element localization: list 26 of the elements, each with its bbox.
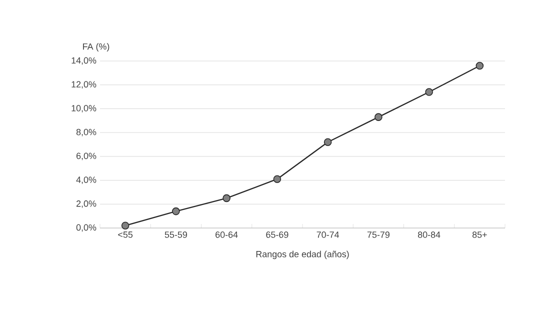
y-tick-label: 0,0% — [76, 224, 96, 232]
y-tick-label: 8,0% — [76, 128, 96, 136]
point — [273, 175, 282, 183]
x-tick-label: 85+ — [472, 232, 487, 238]
point — [374, 113, 382, 121]
x-tick-label: 55-59 — [164, 232, 187, 238]
y-tick-label: 6,0% — [76, 152, 96, 160]
point — [121, 222, 130, 230]
x-tick-label: <55 — [118, 232, 133, 238]
point — [172, 207, 180, 216]
x-tick-label: 65-69 — [266, 232, 288, 238]
x-tick-label: 60-64 — [216, 232, 238, 238]
x-tick-label: 80-84 — [418, 232, 440, 238]
point — [324, 138, 332, 146]
y-tick-label: 14,0% — [72, 57, 96, 65]
y-tick-label: 10,0% — [72, 105, 96, 112]
y-axis-title: FA (%) — [83, 43, 110, 52]
y-tick-label: 2,0% — [76, 200, 96, 208]
y-tick-label: 12,0% — [72, 81, 96, 89]
point — [222, 194, 230, 202]
x-axis-title: Rangos de edad (años) — [256, 250, 349, 260]
x-tick-label: 70-74 — [316, 232, 340, 238]
point — [476, 62, 484, 70]
y-tick-label: 4,0% — [76, 176, 96, 184]
point — [425, 88, 433, 96]
x-tick-label: 75-79 — [367, 232, 390, 238]
